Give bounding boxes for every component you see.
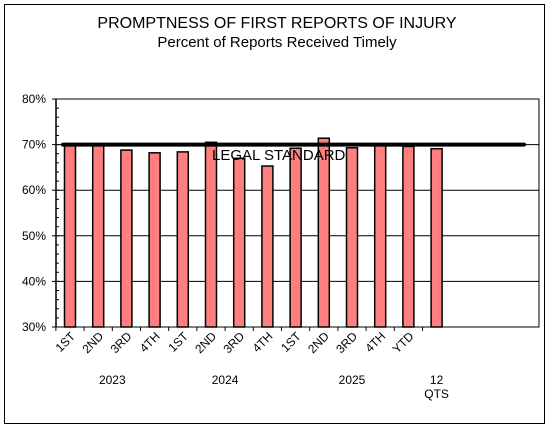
bar: [120, 149, 133, 328]
x-tick-label: 1ST: [165, 329, 191, 355]
year-label: 2023: [99, 373, 126, 387]
x-tick-label: 4TH: [250, 329, 276, 355]
bars: [63, 137, 443, 328]
y-tick-label: 70%: [22, 138, 46, 152]
chart-subtitle: Percent of Reports Received Timely: [157, 34, 397, 51]
bar: [402, 145, 415, 328]
y-axis-ticks: 80% 70% 60% 50% 40% 30%: [22, 92, 59, 334]
y-tick-label: 80%: [22, 92, 46, 106]
x-tick-label-line2: QTS: [424, 387, 449, 401]
x-tick-label: YTD: [390, 329, 417, 356]
x-axis-ticks: 1ST 2ND 3RD 4TH 1ST 2ND 3RD 4TH 1ST 2ND 3RD 4TH YTD1…: [53, 327, 449, 401]
axes: [55, 98, 540, 328]
x-tick-label: 2ND: [79, 329, 106, 356]
bar: [373, 144, 387, 328]
year-label: 2025: [339, 373, 366, 387]
chart-title: PROMPTNESS OF FIRST REPORTS OF INJURY: [97, 15, 456, 32]
year-label: 2024: [212, 373, 239, 387]
bar: [91, 144, 105, 328]
bar: [261, 165, 274, 328]
bar: [204, 141, 218, 328]
y-tick-label: 60%: [22, 183, 46, 197]
x-tick-label: 3RD: [333, 329, 360, 356]
bar: [176, 151, 190, 328]
bar: [63, 143, 77, 328]
x-tick-label: 1ST: [278, 329, 304, 355]
y-tick-label: 30%: [22, 320, 46, 334]
bar: [317, 137, 331, 328]
bar: [430, 147, 443, 328]
bar: [289, 147, 302, 328]
x-tick-label: 12: [430, 373, 444, 387]
x-tick-label: 4TH: [362, 329, 388, 355]
bar: [345, 147, 359, 328]
x-tick-label: 2ND: [305, 329, 332, 356]
x-tick-label: 2ND: [192, 329, 219, 356]
x-tick-label: 4TH: [137, 329, 163, 355]
x-tick-label: 3RD: [220, 329, 247, 356]
year-labels: 2023 2024 2025: [99, 373, 366, 387]
legal-standard-line: LEGAL STANDARD: [61, 142, 526, 164]
legal-standard-label: LEGAL STANDARD: [212, 147, 346, 164]
x-tick-label: 1ST: [53, 329, 79, 355]
y-tick-label: 40%: [22, 274, 46, 288]
x-tick-label: 3RD: [108, 329, 135, 356]
bar: [148, 152, 161, 328]
bar: [232, 157, 246, 328]
y-tick-label: 50%: [22, 229, 46, 243]
